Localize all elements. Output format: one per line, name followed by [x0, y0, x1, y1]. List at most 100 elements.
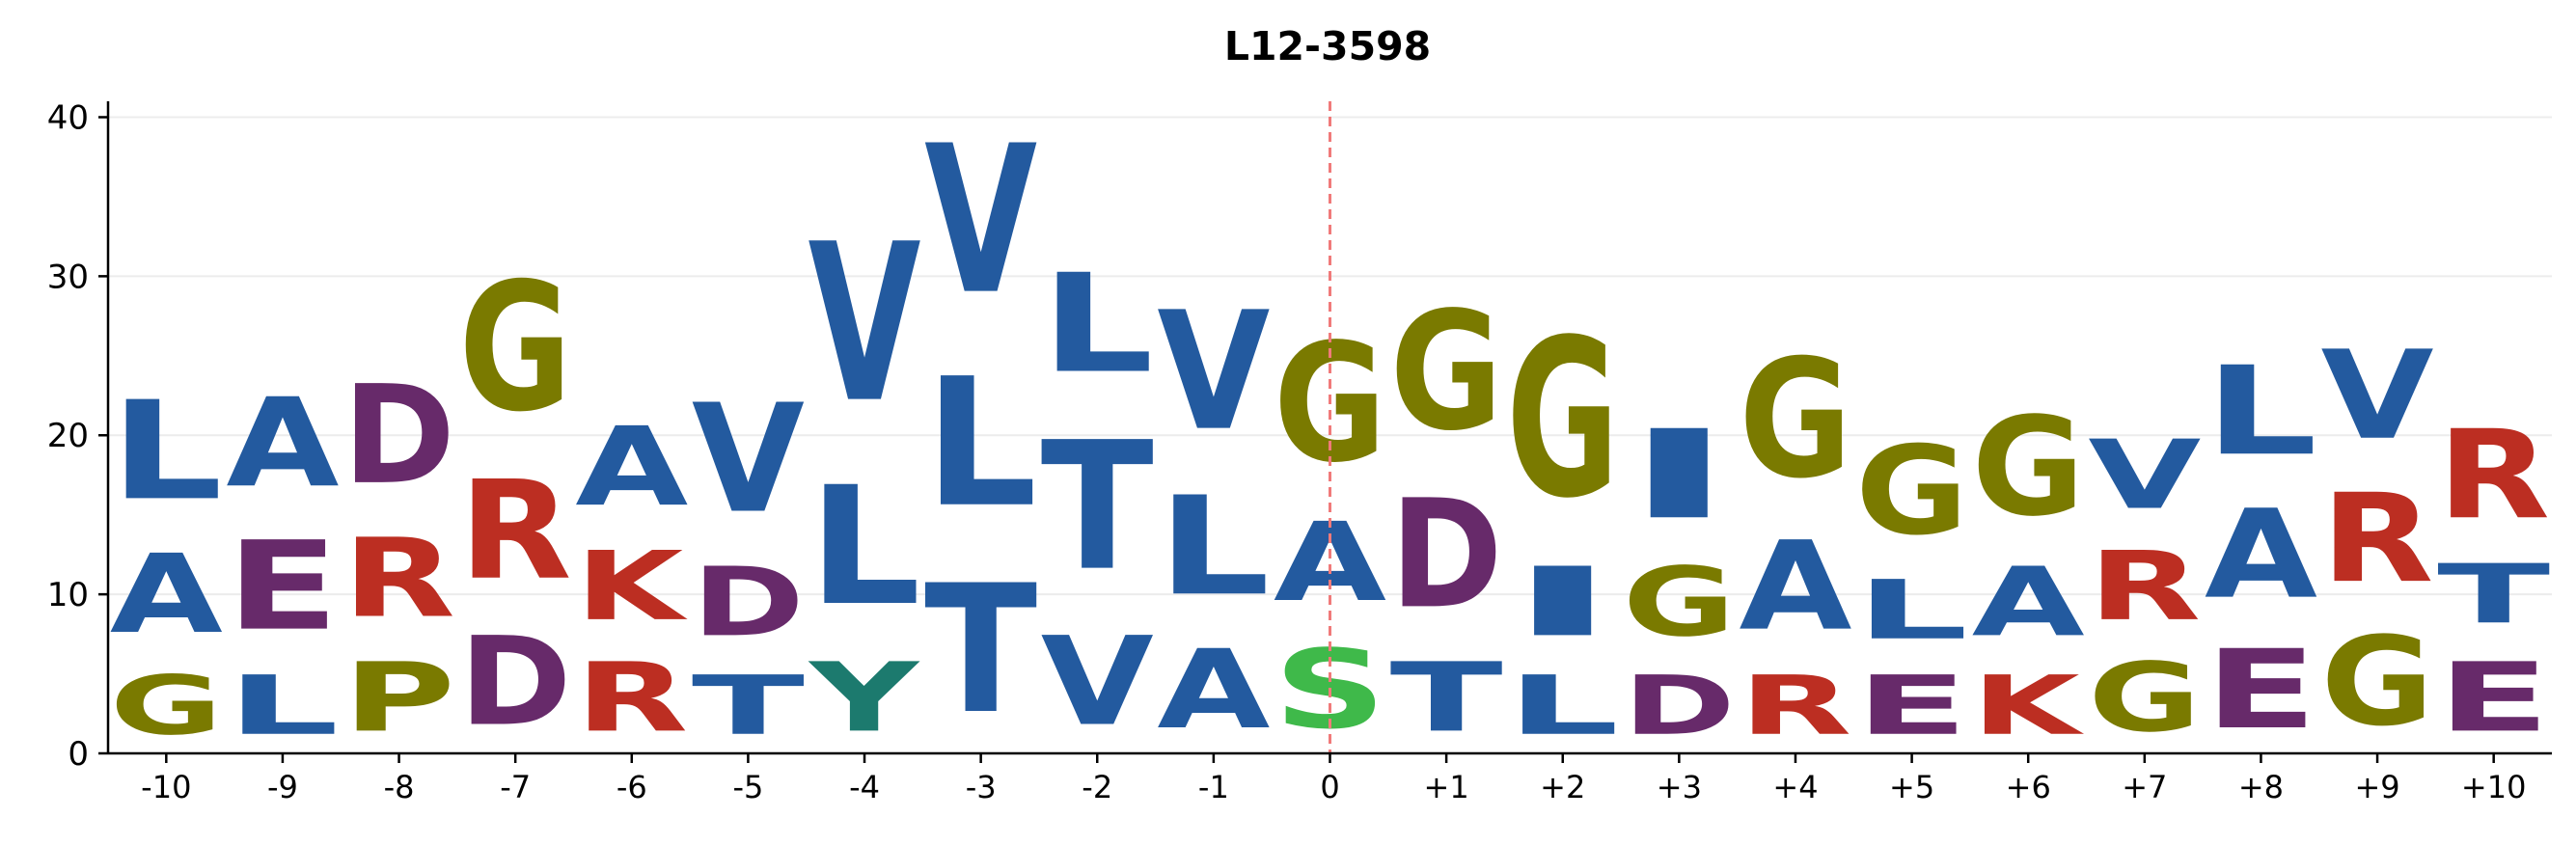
logo-letter: A — [110, 532, 223, 658]
x-tick-label: -9 — [267, 769, 298, 805]
x-tick-label: +9 — [2354, 769, 2399, 805]
x-tick-label: +5 — [1889, 769, 1934, 805]
logo-letter: D — [1390, 467, 1503, 641]
logo-letter: T — [924, 547, 1037, 753]
logo-stack: DGI — [1623, 404, 1736, 753]
logo-letter: L — [1041, 245, 1154, 403]
logo-letter: T — [1041, 403, 1154, 610]
logo-letter: G — [1855, 420, 1968, 562]
logo-letter: K — [575, 532, 688, 642]
logo-stack: YLV — [808, 199, 921, 753]
logo-letter: P — [343, 643, 455, 753]
logo-letter: R — [575, 642, 688, 753]
logo-letter: A — [1739, 514, 1851, 657]
logo-letter: A — [226, 371, 339, 514]
logo-letter: D — [459, 611, 572, 753]
logo-stack: RAG — [1739, 324, 1851, 752]
logo-letter: R — [459, 451, 572, 610]
x-tick-label: -2 — [1082, 769, 1112, 805]
logo-letter: I — [1506, 547, 1619, 658]
logo-letter: R — [343, 515, 455, 641]
logo-letter: L — [226, 658, 339, 753]
logo-letter: D — [343, 357, 455, 515]
logo-stack: ETR — [2437, 404, 2550, 752]
logo-letter: R — [1739, 658, 1851, 752]
logo-letter: R — [2088, 532, 2201, 642]
y-axis-ticks: 0 10 20 30 40 — [47, 98, 108, 774]
logo-stack: RKA — [575, 404, 688, 753]
logo-letter: G — [1739, 324, 1851, 514]
logo-letter: D — [692, 547, 805, 658]
logo-letter: T — [1390, 642, 1503, 753]
logo-letter: V — [1041, 610, 1154, 752]
logo-stack: VTL — [1041, 245, 1154, 753]
logo-letter: G — [110, 658, 223, 753]
x-tick-label: -5 — [732, 769, 763, 805]
x-tick-label: +8 — [2238, 769, 2284, 805]
logo-letter: L — [110, 371, 223, 530]
logo-letter: V — [808, 199, 921, 451]
logo-letter: G — [1972, 389, 2085, 547]
logo-letter: Y — [808, 642, 920, 753]
x-tick-label: -3 — [966, 769, 997, 805]
logo-letter: L — [1855, 562, 1968, 658]
x-tick-label: +1 — [1424, 769, 1469, 805]
x-tick-label: +3 — [1657, 769, 1702, 805]
x-tick-label: -10 — [141, 769, 191, 805]
logo-letter: T — [2437, 546, 2550, 641]
y-tick-label: 0 — [68, 735, 89, 774]
logo-stack: PRD — [343, 357, 455, 753]
y-tick-label: 20 — [47, 417, 89, 455]
logo-stack: GRV — [2088, 421, 2201, 753]
x-tick-label: -4 — [849, 769, 880, 805]
logo-letter: G — [1390, 277, 1503, 467]
logo-letter: L — [2205, 341, 2317, 483]
logo-stack: GAL — [110, 371, 223, 752]
x-tick-label: -6 — [617, 769, 647, 805]
logo-letter: V — [924, 102, 1037, 340]
logo-letter: R — [2321, 468, 2434, 611]
logo-letter: R — [2437, 404, 2550, 547]
x-tick-label: -8 — [384, 769, 415, 805]
logo-letter: L — [808, 451, 921, 641]
logo-stack: TDV — [692, 373, 805, 753]
logo-letter: E — [226, 515, 339, 658]
logo-stack: EAL — [2205, 341, 2317, 753]
x-tick-label: -7 — [500, 769, 531, 805]
logo-letter: G — [1506, 294, 1619, 547]
logo-letter: A — [2205, 482, 2317, 625]
logo-letter: V — [1157, 277, 1270, 467]
logo-letter: L — [1506, 658, 1619, 753]
logo-letter: I — [1623, 404, 1736, 547]
logo-stack: DRG — [459, 245, 572, 753]
logo-letter: G — [2321, 611, 2434, 753]
y-tick-label: 40 — [47, 98, 89, 137]
logo-stack: GRV — [2321, 324, 2434, 753]
logo-stack: ALV — [1157, 277, 1270, 753]
x-tick-label: +7 — [2122, 769, 2167, 805]
x-tick-label: +4 — [1772, 769, 1818, 805]
logo-letter: T — [692, 658, 805, 753]
logo-letter: E — [1855, 658, 1968, 752]
x-tick-label: +6 — [2006, 769, 2051, 805]
logo-letter: K — [1972, 658, 2085, 753]
logo-letter: D — [1623, 659, 1736, 753]
logo-letter: V — [2321, 324, 2434, 467]
chart-title: L12-3598 — [1224, 23, 1431, 69]
logo-stack: TDG — [1390, 277, 1503, 753]
logo-letter: E — [2437, 642, 2550, 753]
x-tick-label: -1 — [1198, 769, 1229, 805]
y-tick-label: 10 — [47, 576, 89, 614]
logo-stack: ELG — [1855, 420, 1968, 753]
logo-letter: V — [2088, 421, 2201, 531]
logo-stack: KAG — [1972, 389, 2085, 753]
logo-stack: LIG — [1506, 294, 1619, 753]
logo-stack: LEA — [226, 371, 339, 753]
logo-letters: GALLEAPRDDRGRKATDVYLVTLVVTLALVSAGTDGLIGD… — [110, 102, 2550, 753]
logo-letter: A — [1972, 548, 2085, 658]
logo-letter: V — [692, 373, 805, 547]
x-tick-label: +2 — [1540, 769, 1585, 805]
logo-letter: E — [2205, 627, 2317, 753]
logo-letter: G — [459, 245, 572, 450]
